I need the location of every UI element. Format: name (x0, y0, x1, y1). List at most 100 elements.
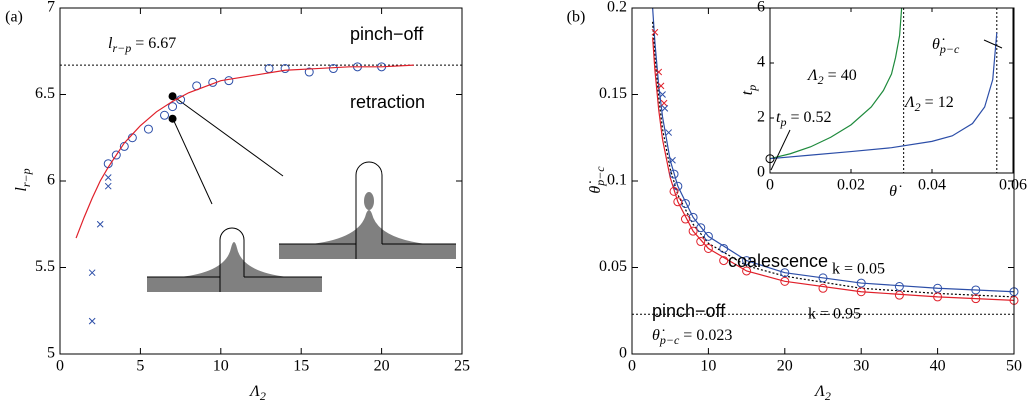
reference-label: θ̇p−c = 0.023 (652, 327, 732, 347)
circle-marker (933, 283, 943, 293)
x-tick-label: 50 (1006, 358, 1022, 375)
cross-marker (657, 82, 665, 90)
circle-marker (669, 186, 679, 196)
curve (75, 64, 414, 239)
pointer-line (770, 129, 791, 171)
reference-label: lr−p = 6.67 (108, 35, 176, 55)
y-tick-label: 0.15 (599, 85, 627, 102)
cross-marker (104, 182, 112, 190)
annotation: k = 0.95 (808, 306, 861, 323)
x-tick-label: 20 (777, 358, 793, 375)
annotation-sub: 2 (818, 73, 824, 87)
cross-marker (104, 174, 112, 181)
y-tick-label: 6.5 (35, 85, 55, 102)
annotation: coalescence (728, 251, 828, 271)
pointer-line (172, 95, 284, 177)
annotation-sub: p (779, 115, 786, 129)
circle-marker (933, 292, 943, 302)
y-tick-label: 0.2 (607, 0, 627, 16)
x-tick-label: 0 (766, 177, 774, 194)
x-tick-label: 0.04 (918, 177, 946, 194)
panel-label: (a) (5, 9, 23, 26)
panel-label: (b) (567, 9, 586, 26)
annotation-sub: 2 (915, 100, 921, 114)
x-tick-label: 0.02 (837, 177, 865, 194)
plot-frame (59, 7, 463, 355)
x-tick-label: 30 (853, 358, 869, 375)
reference-label-rest: = 0.023 (679, 327, 732, 344)
y-axis-label: tp (739, 85, 759, 95)
y-axis-label: θ̇p−c (587, 166, 607, 194)
curve (769, 32, 998, 160)
y-tick-label: 0 (619, 345, 627, 362)
circle-marker (780, 268, 790, 278)
curve (652, 21, 1015, 298)
x-tick-label: 10 (700, 358, 716, 375)
x-tick-label: 40 (930, 358, 946, 375)
y-axis-label-main: t (739, 90, 756, 95)
circle-marker (143, 124, 153, 134)
dot-marker (168, 114, 177, 123)
annotation: k = 0.05 (832, 261, 885, 278)
plot-frame (769, 7, 1014, 174)
cross-marker (88, 317, 96, 325)
x-axis-label-sub: 2 (260, 389, 266, 403)
y-tick-label: 6 (47, 172, 55, 189)
circle-marker (818, 273, 828, 283)
x-tick-label: 10 (213, 358, 229, 375)
circle-marker (696, 237, 706, 247)
pointer-line (172, 118, 213, 205)
y-axis-label-sub: p−c (593, 166, 607, 187)
cross-marker (669, 156, 676, 164)
annotation-main: Λ (806, 67, 818, 84)
circle-marker (719, 256, 729, 266)
reference-label-main: l (108, 35, 113, 52)
x-axis-label: Λ2 (248, 383, 266, 403)
y-tick-label: 0 (757, 164, 765, 181)
inset-background (770, 8, 1013, 173)
cross-marker (651, 28, 659, 36)
reference-label-rest: = 6.67 (131, 35, 176, 52)
circle-marker (971, 285, 981, 295)
reference-label-sub: p−c (659, 333, 680, 347)
circle-marker (742, 256, 752, 266)
y-tick-label: 4 (757, 54, 765, 71)
circle-marker (856, 278, 866, 288)
cross-marker (661, 104, 669, 112)
dot-marker (168, 92, 177, 101)
x-tick-label: 15 (293, 358, 309, 375)
x-axis-label-main: θ̇ (889, 183, 902, 200)
circle-marker (168, 102, 178, 112)
circle-marker (304, 67, 314, 77)
annotation-rest: = 12 (921, 94, 954, 111)
annotation-rest: = 40 (824, 67, 857, 84)
circle-marker (224, 76, 234, 86)
x-tick-label: 0 (628, 358, 636, 375)
y-tick-label: 0.05 (599, 258, 627, 275)
y-tick-label: 0.1 (607, 172, 627, 189)
annotation: tp = 0.52 (776, 109, 831, 129)
y-tick-label: 2 (757, 109, 765, 126)
y-tick-label: 5.5 (35, 258, 55, 275)
y-tick-label: 5 (47, 345, 55, 362)
x-tick-label: 20 (374, 358, 390, 375)
annotation-main: t (776, 109, 781, 126)
annotation-main: Λ (903, 94, 915, 111)
annotation: pinch−off (350, 24, 424, 44)
circle-marker (780, 276, 790, 286)
pointer-line (983, 39, 1003, 49)
circle-marker (894, 290, 904, 300)
circle-marker (818, 283, 828, 293)
droplet-inset-high (279, 161, 456, 259)
reference-label-sub: r−p (112, 41, 131, 55)
y-axis-label: lr−p (13, 168, 33, 191)
x-axis-label-sub: 2 (825, 389, 831, 403)
circle-marker (673, 197, 683, 207)
x-tick-label: 25 (454, 358, 470, 375)
droplet-inset-low (147, 227, 322, 292)
circle-marker (703, 243, 713, 253)
y-tick-label: 6 (757, 0, 765, 16)
curve (652, 37, 1015, 301)
